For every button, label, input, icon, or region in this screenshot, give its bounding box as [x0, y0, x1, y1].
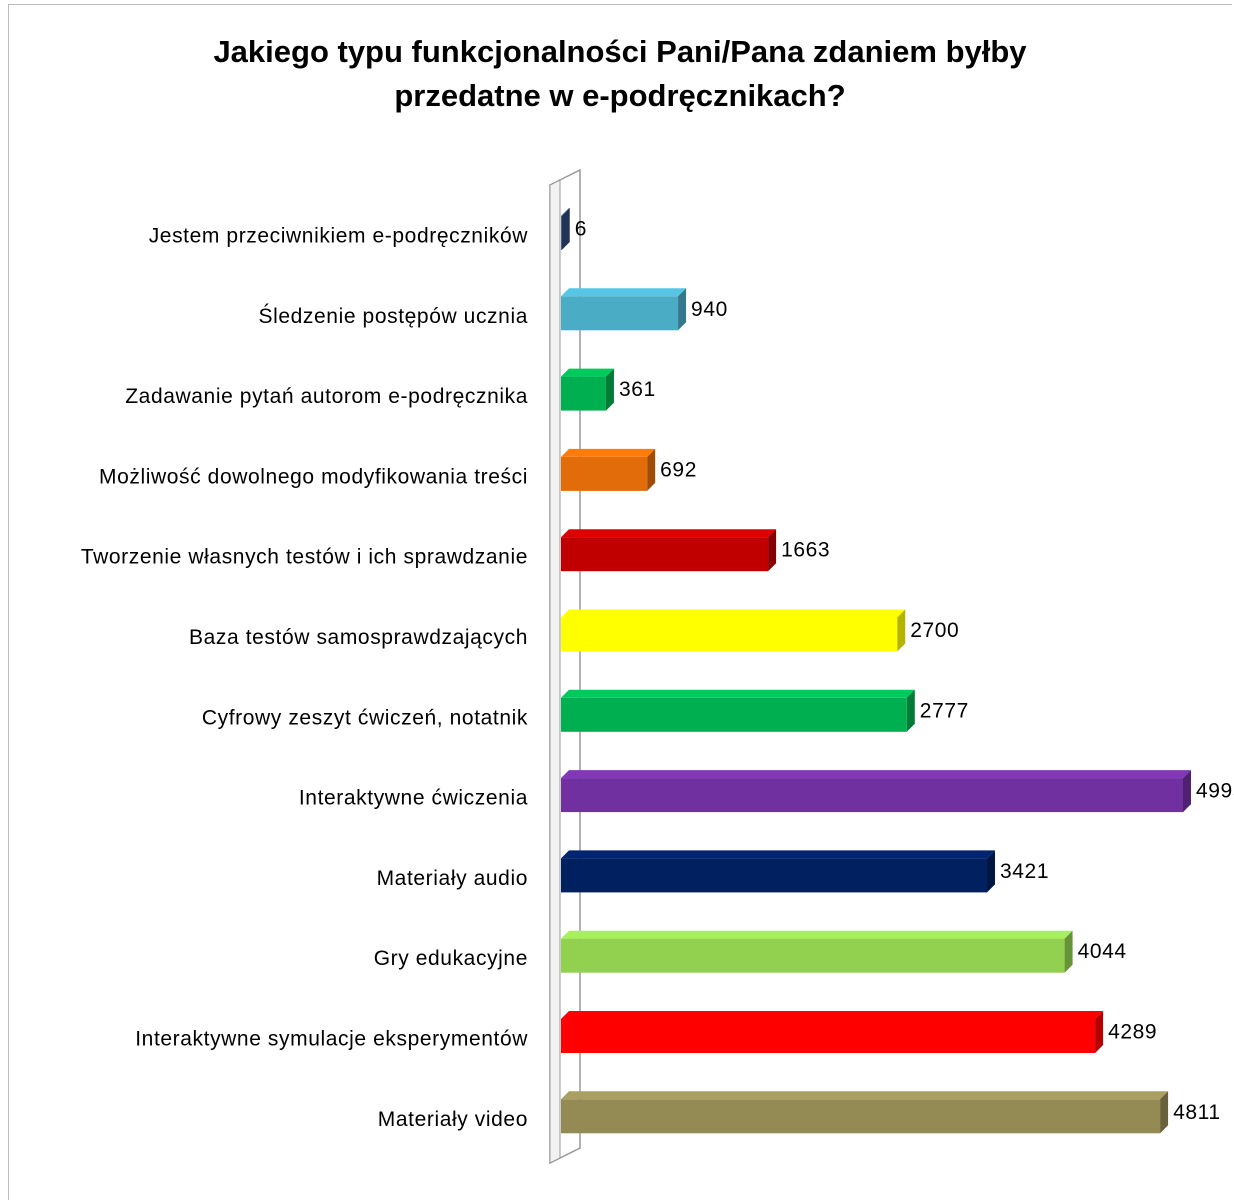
bar — [561, 1019, 1096, 1053]
bar-side — [647, 448, 656, 491]
bar — [561, 858, 987, 893]
bar — [561, 296, 679, 331]
bar-side — [678, 288, 687, 331]
category-label: Gry edukacyjne — [374, 947, 528, 970]
bar-top — [561, 208, 570, 216]
value-label: 2777 — [920, 699, 969, 722]
bar-top — [561, 368, 614, 377]
value-label: 692 — [660, 458, 697, 481]
category-label: Baza testów samosprawdzających — [189, 626, 528, 649]
bar — [561, 216, 562, 250]
value-label: 6 — [575, 218, 587, 241]
bar-top — [561, 1091, 1169, 1100]
bar-top — [561, 930, 1073, 939]
bar-side — [1183, 770, 1191, 813]
value-label: 2700 — [910, 619, 959, 642]
bar-top — [561, 770, 1191, 779]
bar-top — [561, 448, 656, 457]
bar — [561, 456, 648, 491]
bar-side — [897, 609, 906, 652]
bar-side — [561, 208, 570, 250]
bar — [561, 938, 1065, 973]
bar — [561, 617, 898, 652]
bar — [561, 1099, 1161, 1134]
bar — [561, 697, 907, 732]
category-label: Zadawanie pytań autorom e-podręcznika — [125, 385, 528, 408]
value-label: 4811 — [1173, 1101, 1221, 1124]
bar-top — [561, 1011, 1104, 1019]
bar-side — [605, 368, 614, 411]
category-label: Cyfrowy zeszyt ćwiczeń, notatnik — [202, 706, 528, 729]
bar — [561, 537, 769, 572]
value-label: 361 — [619, 378, 656, 401]
category-label: Śledzenie postępów ucznia — [258, 304, 528, 328]
category-label: Jestem przeciwnikiem e-podręczników — [149, 225, 529, 248]
bar-top — [561, 529, 777, 538]
bar — [561, 376, 606, 411]
value-label: 1663 — [781, 539, 830, 562]
value-label: 3421 — [1000, 860, 1049, 883]
bar-side — [1064, 930, 1073, 973]
category-label: Interaktywne symulacje eksperymentów — [135, 1028, 528, 1051]
bar-side — [768, 529, 777, 572]
chart-frame — [8, 4, 1232, 1200]
category-label: Materiały video — [378, 1108, 528, 1131]
category-label: Tworzenie własnych testów i ich sprawdza… — [81, 546, 528, 569]
bar-top — [561, 689, 915, 698]
bar — [561, 778, 1183, 813]
chart-title: Jakiego typu funkcjonalności Pani/Pana z… — [213, 34, 1027, 113]
bar-side — [1160, 1091, 1169, 1134]
value-label: 4995 — [1196, 780, 1234, 803]
bar-top — [561, 288, 687, 297]
bar-top — [561, 850, 995, 859]
category-label: Interaktywne ćwiczenia — [299, 787, 528, 810]
category-label: Materiały audio — [377, 867, 528, 890]
value-label: 4044 — [1078, 940, 1127, 963]
value-label: 4289 — [1108, 1021, 1157, 1044]
bar-side — [906, 689, 915, 732]
bar-side — [986, 850, 995, 893]
category-label: Możliwość dowolnego modyfikowania treści — [99, 465, 528, 488]
bar-top — [561, 609, 906, 618]
bar-side — [1095, 1011, 1104, 1053]
axis-wall-edge — [549, 179, 561, 1164]
value-label: 940 — [691, 298, 728, 321]
